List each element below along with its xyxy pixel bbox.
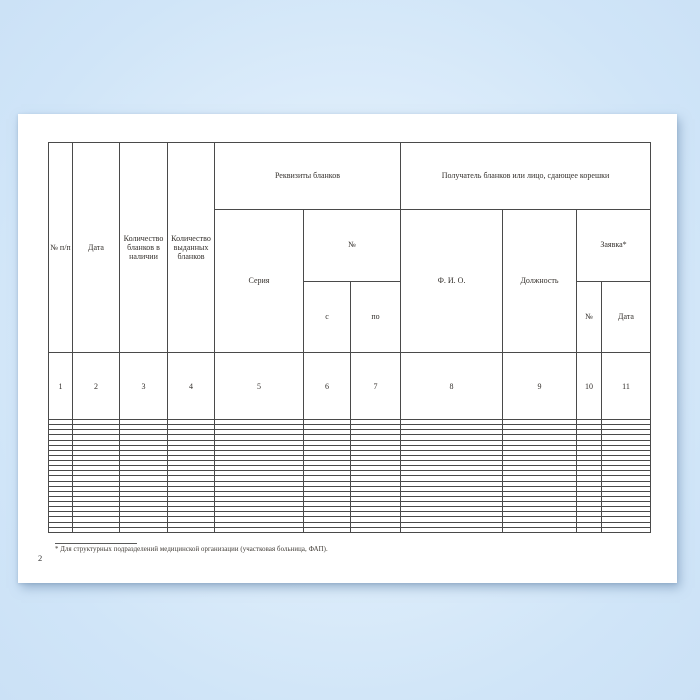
table-row bbox=[48, 521, 651, 528]
header-cell-date: Дата bbox=[72, 141, 120, 354]
table-cell bbox=[350, 526, 401, 534]
column-number: 8 bbox=[400, 352, 503, 421]
page-number: 2 bbox=[38, 553, 43, 563]
table-cell bbox=[576, 526, 602, 534]
header-row-leaf: с по № Дата bbox=[49, 280, 651, 354]
header-cell-row-number: № п/п bbox=[48, 141, 73, 354]
header-row-groups: № п/п Дата Количество бланков в наличии … bbox=[48, 141, 651, 354]
header-subgroup-request: Заявка* bbox=[576, 208, 651, 282]
footnote-text: * Для структурных подразделений медицинс… bbox=[55, 546, 328, 553]
header-cell-request-number: № bbox=[576, 280, 602, 354]
table-cell bbox=[303, 526, 351, 534]
column-number: 4 bbox=[167, 352, 215, 421]
table-header: № п/п Дата Количество бланков в наличии … bbox=[48, 141, 651, 421]
table-cell bbox=[400, 526, 503, 534]
column-numbers-row: 1 2 3 4 5 6 7 8 9 10 11 bbox=[48, 352, 651, 421]
table-cell bbox=[48, 526, 73, 534]
column-number: 1 bbox=[48, 352, 73, 421]
table-cell bbox=[119, 526, 168, 534]
table-row bbox=[48, 429, 651, 436]
header-cell-request-date: Дата bbox=[601, 280, 651, 354]
header-group-recipient: Получатель бланков или лицо, сдающее кор… bbox=[400, 142, 651, 210]
blank-forms-journal-table: № п/п Дата Количество бланков в наличии … bbox=[48, 141, 651, 534]
table-body bbox=[48, 419, 651, 534]
header-cell-series: Серия bbox=[214, 208, 304, 354]
table-row bbox=[48, 470, 651, 477]
header-cell-forms-issued: Количество выданных бланков bbox=[167, 141, 215, 354]
column-number: 9 bbox=[502, 352, 577, 421]
table-row bbox=[48, 526, 651, 534]
column-number: 10 bbox=[576, 352, 602, 421]
table-cell bbox=[214, 526, 304, 534]
header-row-subgroups: Серия № Ф. И. О. Должность Заявка* bbox=[49, 208, 651, 354]
column-number: 5 bbox=[214, 352, 304, 421]
header-cell-number-to: по bbox=[350, 280, 401, 354]
header-cell-number-from: с bbox=[303, 280, 351, 354]
table-cell bbox=[72, 526, 120, 534]
table-cell bbox=[601, 526, 651, 534]
header-cell-forms-available: Количество бланков в наличии bbox=[119, 141, 168, 354]
column-number: 6 bbox=[303, 352, 351, 421]
table-cell bbox=[502, 526, 577, 534]
header-cell-full-name: Ф. И. О. bbox=[400, 208, 503, 354]
footnote-divider bbox=[55, 543, 137, 544]
document-page: № п/п Дата Количество бланков в наличии … bbox=[18, 114, 677, 583]
column-number: 3 bbox=[119, 352, 168, 421]
column-number: 2 bbox=[72, 352, 120, 421]
header-group-requisites: Реквизиты бланков bbox=[214, 142, 401, 210]
header-subgroup-number: № bbox=[303, 208, 401, 282]
table-cell bbox=[167, 526, 215, 534]
column-number: 11 bbox=[601, 352, 651, 421]
column-number: 7 bbox=[350, 352, 401, 421]
header-cell-position: Должность bbox=[502, 208, 577, 354]
table-row bbox=[48, 495, 651, 503]
